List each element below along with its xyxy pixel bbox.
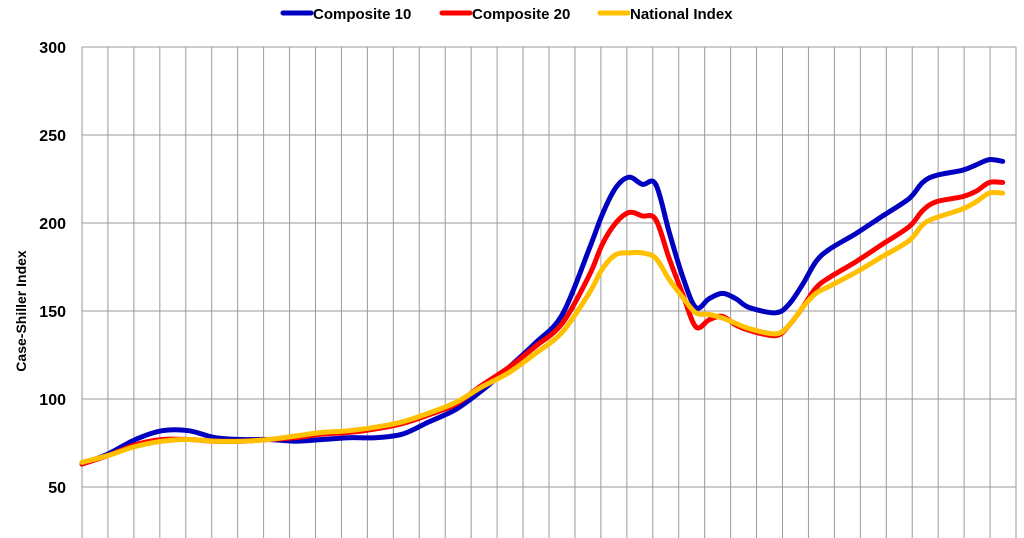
legend-item-composite-10: Composite 10	[280, 6, 411, 23]
y-tick-labels: 50 100 150 200 250 300	[39, 40, 66, 497]
series-line-national-index	[79, 189, 1006, 465]
series-lines	[79, 157, 1006, 467]
series-line-composite-20	[79, 179, 1006, 467]
legend-item-national-index: National Index	[597, 6, 733, 23]
legend-label: National Index	[630, 6, 733, 23]
gridlines	[81, 46, 1017, 538]
legend: Composite 10 Composite 20 National Index	[280, 6, 733, 23]
y-tick-label: 250	[39, 128, 66, 145]
series-line-composite-10	[79, 157, 1006, 467]
y-tick-label: 50	[48, 480, 66, 497]
y-tick-label: 200	[39, 216, 66, 233]
y-tick-label: 300	[39, 40, 66, 57]
y-tick-label: 150	[39, 304, 66, 321]
legend-item-composite-20: Composite 20	[439, 6, 570, 23]
y-axis-title: Case-Shiller Index	[13, 250, 29, 372]
y-tick-label: 100	[39, 392, 66, 409]
legend-label: Composite 20	[472, 6, 570, 23]
legend-label: Composite 10	[313, 6, 411, 23]
